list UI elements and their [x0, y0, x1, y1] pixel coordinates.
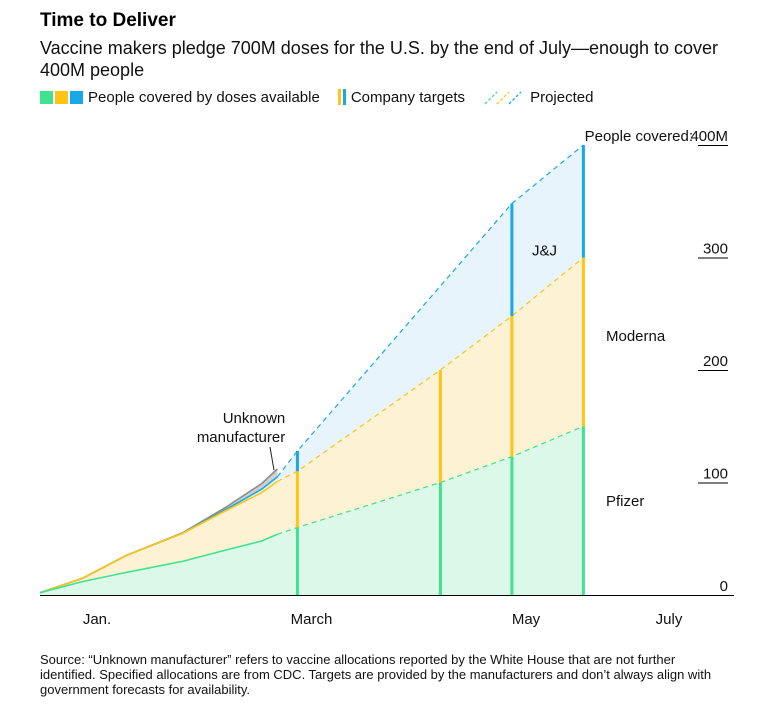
- legend-bar-jj: [342, 89, 346, 105]
- projected-line-jj: [276, 144, 584, 478]
- legend-item-targets: Company targets: [337, 88, 466, 106]
- legend-label-available: People covered by doses available: [88, 88, 320, 106]
- x-tick-label: March: [291, 611, 333, 628]
- series-label-moderna: Moderna: [606, 328, 666, 345]
- y-tick-label: 300: [703, 241, 728, 258]
- x-tick-label: Jan.: [83, 611, 111, 628]
- legend-swatch-pfizer: [40, 90, 53, 104]
- legend-label-projected: Projected: [530, 88, 594, 106]
- top-axis-label: People covered:: [585, 128, 693, 145]
- legend-label-targets: Company targets: [350, 88, 466, 106]
- source-note: Source: “Unknown manufacturer” refers to…: [40, 652, 712, 697]
- legend-item-available: People covered by doses available: [40, 89, 320, 106]
- annotation-unknown-leader: [269, 446, 275, 471]
- projected-area-jj: [277, 145, 584, 482]
- legend-swatch-moderna: [55, 90, 68, 104]
- projected-area-moderna: [277, 257, 584, 535]
- y-tick-label: 0: [720, 578, 728, 595]
- series-label-pfizer: Pfizer: [606, 493, 644, 510]
- y-tick-label: 400M: [690, 128, 728, 145]
- annotation-unknown-line2: manufacturer: [197, 429, 285, 446]
- legend-dashed-lines: [484, 91, 522, 105]
- legend: People covered by doses available Compan…: [40, 87, 611, 107]
- y-tick-label: 100: [703, 466, 728, 483]
- chart-title: Time to Deliver: [40, 10, 176, 31]
- legend-item-projected: Projected: [483, 89, 593, 106]
- annotation-unknown-line1: Unknown: [223, 410, 286, 427]
- legend-swatch-jj: [70, 90, 83, 104]
- projected-line-moderna: [277, 257, 584, 482]
- legend-bar-moderna: [337, 89, 341, 105]
- actual-line-pfizer: [39, 533, 278, 594]
- x-tick-label: May: [512, 611, 541, 628]
- chart-subtitle: Vaccine makers pledge 700M doses for the…: [40, 38, 719, 80]
- x-tick-label: July: [656, 611, 683, 628]
- actual-line-moderna: [39, 480, 278, 594]
- actual-area-moderna: [40, 481, 278, 593]
- projected-area-pfizer: [277, 426, 584, 595]
- actual-area-pfizer: [40, 534, 278, 595]
- series-label-jj: J&J: [532, 242, 557, 259]
- y-tick-label: 200: [703, 353, 728, 370]
